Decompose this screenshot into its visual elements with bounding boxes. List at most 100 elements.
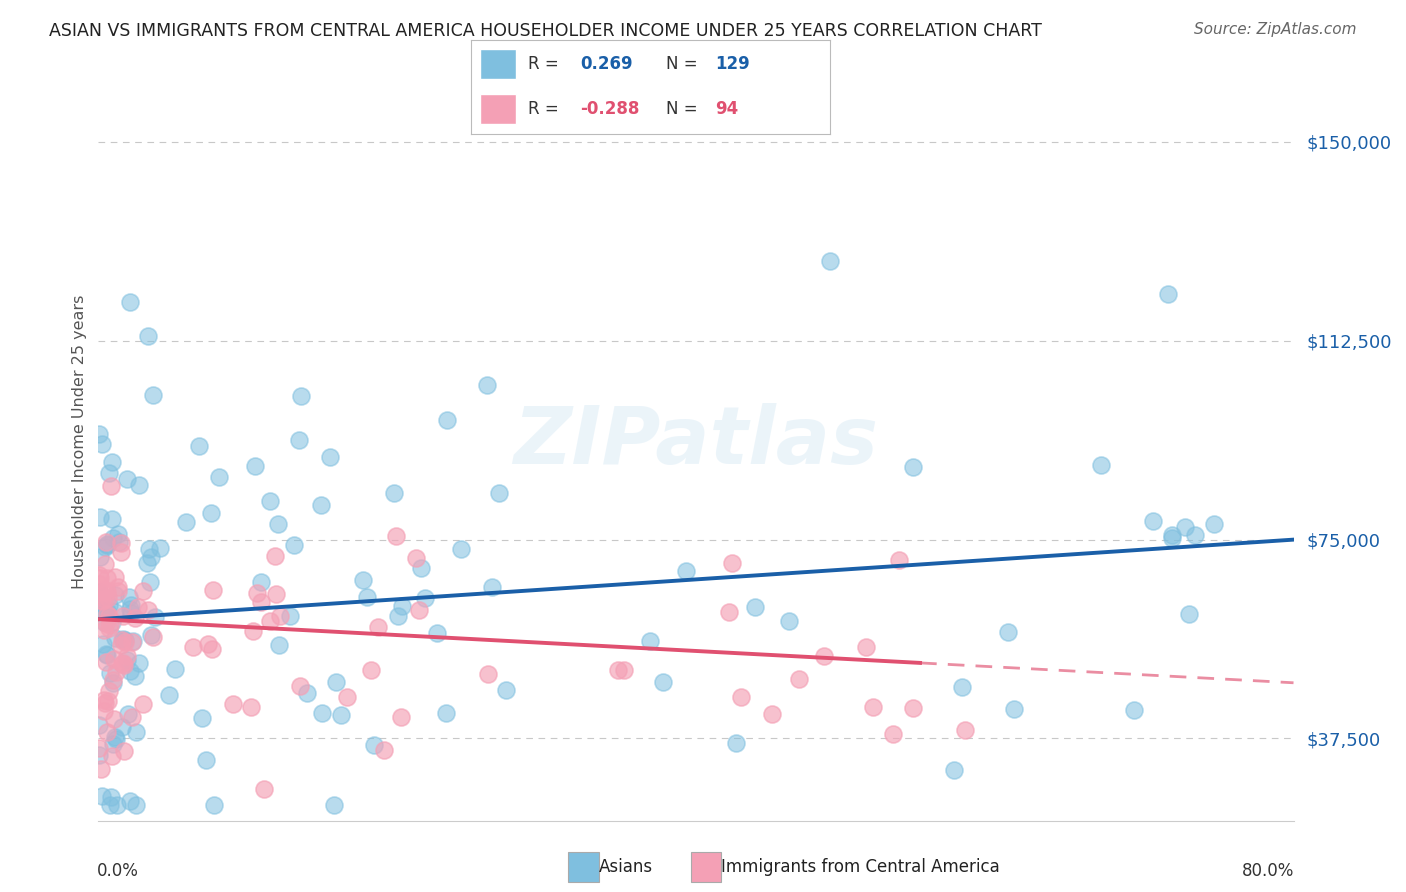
Point — [121, 635, 143, 649]
Point — [652, 674, 675, 689]
Point — [104, 570, 127, 584]
Point — [87, 740, 110, 755]
Point — [118, 601, 141, 615]
Text: Source: ZipAtlas.com: Source: ZipAtlas.com — [1194, 22, 1357, 37]
Point — [98, 467, 121, 481]
Point — [100, 790, 122, 805]
Point — [363, 738, 385, 752]
Point — [104, 605, 127, 619]
Point — [91, 585, 114, 599]
Point — [87, 577, 110, 591]
Point — [142, 630, 165, 644]
Point — [96, 607, 118, 621]
Point — [100, 455, 122, 469]
Point — [373, 743, 395, 757]
Point — [111, 657, 134, 672]
Point — [128, 656, 150, 670]
Point — [98, 683, 121, 698]
Point — [96, 725, 118, 739]
Point — [104, 588, 127, 602]
Point — [110, 638, 132, 652]
Point — [121, 709, 143, 723]
Point — [112, 608, 135, 623]
Point — [105, 665, 128, 679]
Point — [336, 690, 359, 705]
Point — [607, 663, 630, 677]
Point — [269, 608, 291, 623]
Text: R =: R = — [529, 55, 560, 73]
Point — [613, 663, 636, 677]
Point — [118, 590, 141, 604]
Point — [90, 597, 112, 611]
Point — [94, 591, 117, 606]
Point — [1002, 702, 1025, 716]
Point — [101, 531, 124, 545]
Point — [356, 591, 378, 605]
Point — [115, 649, 138, 664]
Point — [391, 599, 413, 613]
Point — [384, 486, 406, 500]
Point — [110, 535, 132, 549]
Point — [96, 571, 118, 585]
Point — [89, 567, 111, 582]
Point — [207, 470, 229, 484]
Point — [202, 797, 225, 812]
Point — [94, 558, 117, 572]
Point — [98, 665, 121, 680]
Point — [197, 637, 219, 651]
Point — [720, 557, 742, 571]
Point — [101, 615, 124, 629]
Point — [124, 669, 146, 683]
Point — [93, 696, 115, 710]
Text: 129: 129 — [714, 55, 749, 73]
Point — [190, 711, 212, 725]
Point — [200, 507, 222, 521]
Point — [287, 433, 309, 447]
Point — [118, 295, 141, 310]
Point — [107, 526, 129, 541]
Point — [477, 666, 499, 681]
Point — [136, 603, 159, 617]
Point — [245, 458, 267, 473]
Point — [100, 617, 122, 632]
Point — [887, 553, 910, 567]
Point — [112, 658, 135, 673]
Text: R =: R = — [529, 100, 560, 118]
Point — [120, 606, 142, 620]
Point — [385, 529, 408, 543]
Point — [409, 561, 432, 575]
Point — [114, 634, 136, 648]
Point — [413, 591, 436, 605]
Point — [1178, 607, 1201, 622]
Point — [176, 515, 198, 529]
Point — [311, 706, 333, 721]
Point — [389, 710, 412, 724]
Point — [139, 628, 162, 642]
Point — [997, 625, 1019, 640]
Point — [107, 580, 129, 594]
Point — [943, 763, 966, 777]
Point — [94, 616, 117, 631]
Point — [195, 753, 218, 767]
Point — [330, 708, 353, 723]
Point — [813, 648, 835, 663]
Point — [405, 551, 427, 566]
Point — [101, 676, 124, 690]
Point — [89, 550, 111, 565]
Point — [1161, 528, 1184, 542]
Point — [249, 595, 271, 609]
Point — [97, 591, 120, 606]
Point — [96, 538, 118, 552]
Point — [488, 485, 510, 500]
Point — [143, 610, 166, 624]
Point — [495, 682, 517, 697]
Point — [903, 701, 925, 715]
Point — [94, 648, 117, 662]
Point — [121, 634, 143, 648]
Point — [103, 730, 125, 744]
Text: Immigrants from Central America: Immigrants from Central America — [721, 858, 1000, 876]
Point — [319, 450, 342, 464]
Point — [882, 726, 904, 740]
Point — [111, 720, 134, 734]
Point — [278, 608, 301, 623]
